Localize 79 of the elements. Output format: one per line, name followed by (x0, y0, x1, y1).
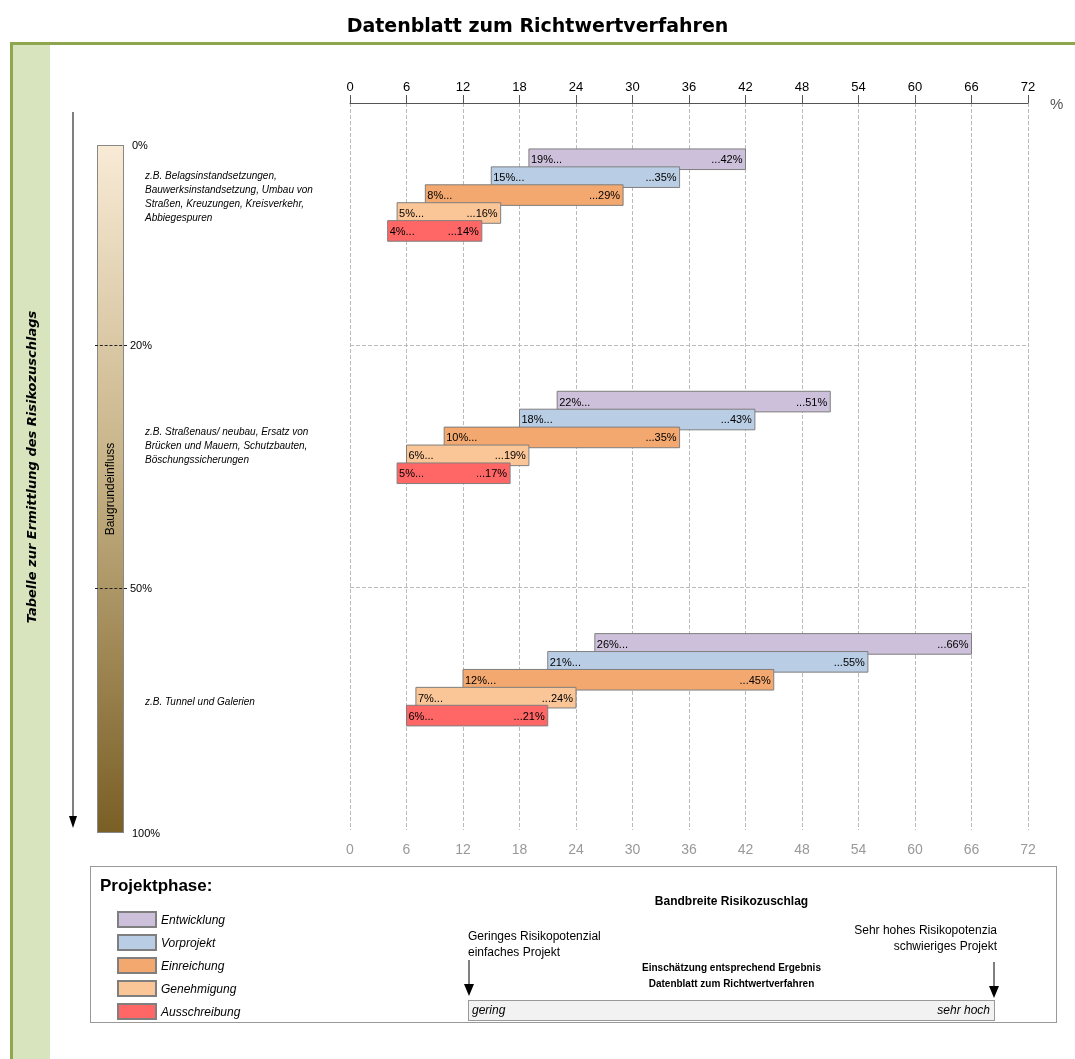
text: 20% (130, 339, 153, 352)
x-tick-label: 72 (1020, 79, 1036, 94)
text: Sehr hohes Risikopotenzia schwieriges Projekt (853, 922, 997, 954)
text: 100% (132, 827, 161, 839)
text: ...42% (711, 153, 743, 166)
x2-tick-label: 72 (1020, 841, 1036, 857)
x2-tick-label: 54 (850, 841, 867, 857)
x-tick-label: 18 (512, 79, 527, 94)
text: 21%... (549, 655, 581, 668)
x2-tick-label: 18 (511, 841, 528, 857)
x2-tick-label: 0 (346, 841, 355, 857)
chart-title: Datenblatt zum Richtwertverfahren (345, 14, 730, 36)
text: ...66% (937, 637, 969, 650)
y-axis-title: Baugrundeinfluss (103, 442, 117, 536)
text: ...45% (739, 673, 771, 686)
legend-label: Einreichung (161, 958, 225, 973)
text: Geringes Risikopotenzial einfaches Projekt (468, 928, 601, 960)
text: 15%... (493, 171, 525, 184)
text: ...21% (513, 709, 545, 722)
text: ...51% (796, 395, 828, 408)
x2-tick-label: 12 (455, 841, 471, 857)
x-tick-label: 42 (738, 79, 753, 94)
y-tick-label: z.B. Tunnel und Galerien (144, 696, 256, 708)
text: ...19% (494, 449, 526, 462)
text: 50% (130, 581, 153, 594)
x-axis-title: % (1050, 94, 1064, 112)
x-tick-label: 30 (625, 79, 640, 94)
x-tick-label: 6 (402, 79, 411, 94)
text: 12%... (465, 673, 497, 686)
text: 5%... (399, 207, 425, 220)
x-tick-label: 0 (346, 79, 354, 94)
text: 5%... (399, 467, 425, 480)
text: 22%... (559, 395, 591, 408)
text: gering (472, 1003, 506, 1017)
legend-label: Genehmigung (161, 981, 237, 996)
x-tick-label: 48 (794, 79, 810, 94)
x2-tick-label: 36 (681, 841, 697, 857)
text: 8%... (427, 189, 453, 202)
text: 4%... (389, 224, 415, 237)
text: Bandbreite Risikozuschlag (653, 894, 810, 908)
text: 19%... (530, 153, 563, 166)
text: 6%... (408, 449, 434, 462)
x2-tick-label: 6 (402, 841, 411, 857)
text: sehr hoch (936, 1003, 990, 1017)
text: ...16% (466, 207, 498, 220)
text: 0% (132, 139, 148, 151)
x2-tick-label: 24 (568, 841, 584, 857)
y-tick-label: z.B. Belagsinstandsetzungen, Bauwerksinstandsetzung, Umbau von Straßen, Kreuzungen, Kreisverkehr, Abbiegespuren (144, 169, 316, 223)
text: 7%... (417, 691, 443, 704)
x-tick-label: 66 (964, 79, 979, 94)
x2-tick-label: 60 (907, 841, 923, 857)
x2-tick-label: 48 (794, 841, 810, 857)
x-tick-label: 12 (455, 79, 471, 94)
legend-label: Ausschreibung (160, 1004, 241, 1019)
text: 18%... (521, 413, 553, 426)
text: ...24% (541, 691, 573, 704)
x-tick-label: 60 (907, 79, 923, 94)
text: Einschätzung entsprechend Ergebnis Datenblatt zum Richtwertverfahren (641, 961, 822, 991)
x2-tick-label: 30 (624, 841, 641, 857)
text: ...29% (588, 189, 621, 202)
text: 10%... (446, 431, 478, 444)
text: ...35% (645, 431, 677, 444)
legend-title: Projektphase: (100, 876, 213, 896)
x-tick-label: 24 (568, 79, 584, 94)
text: ...43% (720, 413, 752, 426)
text: ...35% (645, 171, 677, 184)
text: 26%... (596, 637, 629, 650)
text: ...14% (447, 224, 479, 237)
text: Tabelle zur Ermittlung des Risikozuschlags (23, 310, 39, 623)
text: 6%... (408, 709, 434, 722)
y-tick-label: z.B. Straßenaus/ neubau, Ersatz von Brücken und Mauern, Schutzbauten, Böschungssicherungen (144, 426, 312, 465)
legend-label: Vorprojekt (161, 935, 216, 950)
x-tick-label: 54 (851, 79, 866, 94)
text: ...55% (833, 655, 865, 668)
text: ...17% (475, 467, 508, 480)
x-tick-label: 36 (681, 79, 697, 94)
x2-tick-label: 66 (963, 841, 980, 857)
legend-label: Entwicklung (161, 912, 226, 927)
x2-tick-label: 42 (737, 841, 754, 857)
